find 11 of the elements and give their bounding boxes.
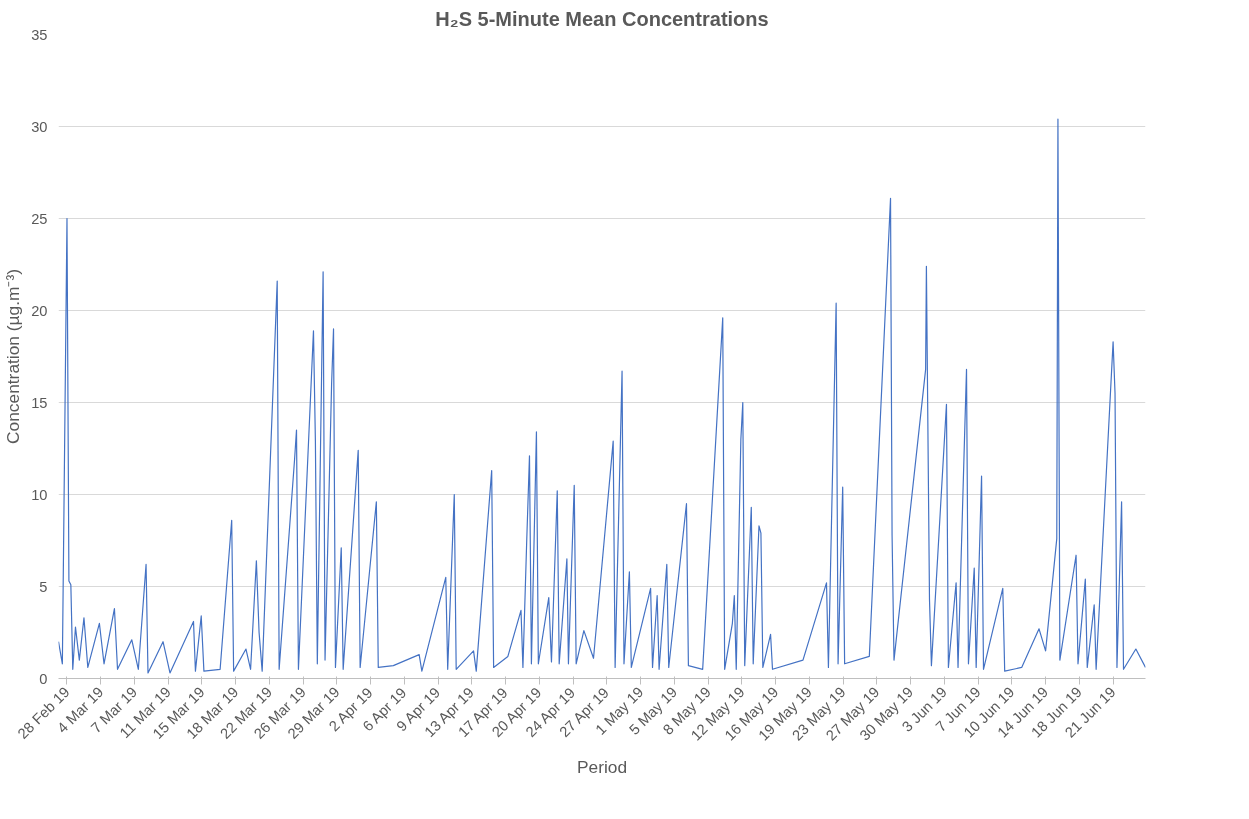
y-tick-label: 30 xyxy=(31,118,48,135)
y-tick-label: 5 xyxy=(39,578,48,595)
y-tick-label: 10 xyxy=(31,486,48,503)
y-tick-label: 15 xyxy=(31,394,48,411)
x-axis-title: Period xyxy=(576,757,628,778)
y-tick-label: 0 xyxy=(39,670,48,687)
y-tick-label: 25 xyxy=(31,210,48,227)
y-axis-title: Concentration (µg.m⁻³) xyxy=(3,269,24,444)
y-tick-label: 20 xyxy=(31,302,48,319)
y-tick-label: 35 xyxy=(31,26,48,43)
chart-title: H₂S 5-Minute Mean Concentrations xyxy=(435,7,769,30)
